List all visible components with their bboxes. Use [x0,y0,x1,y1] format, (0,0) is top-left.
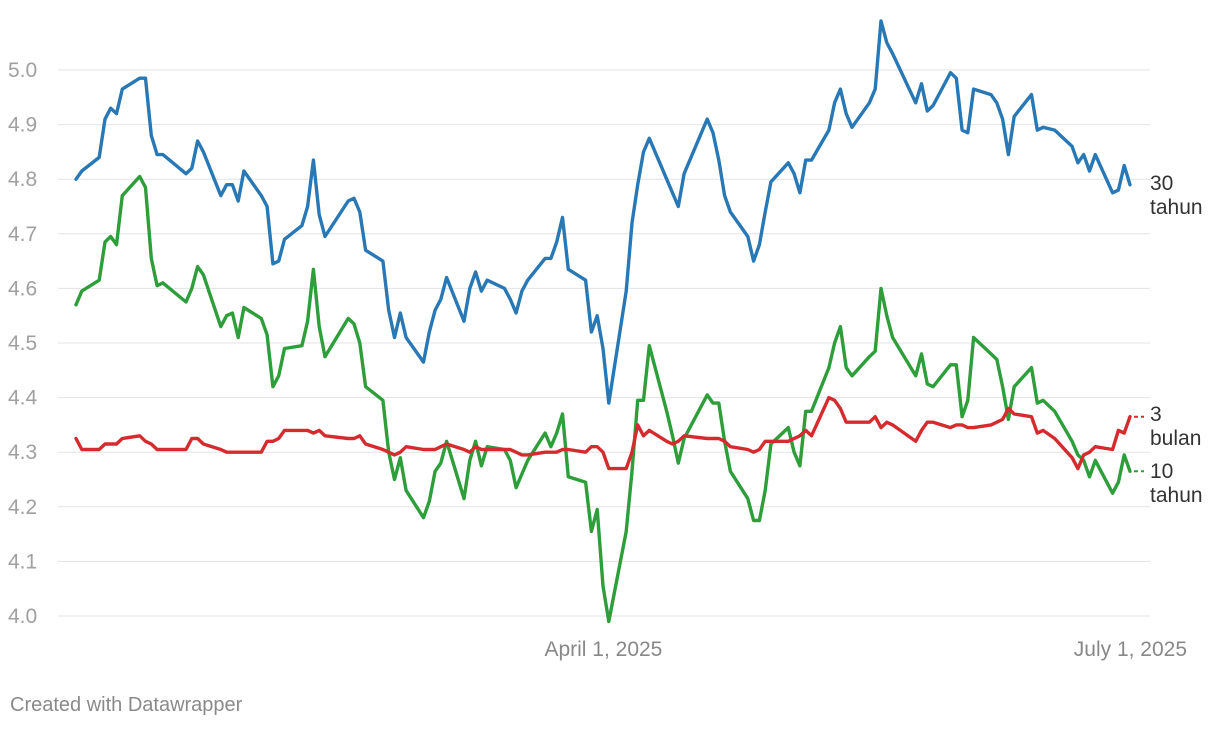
series-line [74,19,1132,405]
x-axis-ticks: April 1, 2025 July 1, 2025 [544,638,1187,661]
series-line [74,395,1132,471]
y-tick-label: 4.5 [8,332,37,355]
y-tick-label: 4.2 [8,496,37,519]
y-tick-label: 4.3 [8,441,37,464]
y-tick-label: 5.0 [8,59,37,82]
x-tick-label: April 1, 2025 [544,638,662,661]
series-label-line: tahun [1150,484,1203,507]
y-tick-label: 4.6 [8,277,37,300]
series-label-line: tahun [1150,196,1203,219]
series-label-line: bulan [1150,427,1201,450]
y-tick-label: 4.4 [8,387,38,410]
series-line [74,174,1132,624]
y-tick-label: 4.0 [8,605,37,628]
series-label: 3 bulan [1150,403,1201,450]
series-label-line: 3 [1150,403,1162,426]
y-tick-label: 4.9 [8,114,37,137]
series-label: 10 tahun [1150,460,1203,507]
y-tick-label: 4.1 [8,550,37,573]
series-lines [74,19,1132,624]
series-label: 30 tahun [1150,172,1203,219]
y-axis-ticks: 4.0 4.1 4.2 4.3 4.4 4.5 4.6 4.7 4.8 4.9 5.0 [8,59,38,628]
datawrapper-credit: Created with Datawrapper [10,694,243,716]
series-label-line: 30 [1150,172,1173,195]
y-tick-label: 4.7 [8,223,37,246]
x-tick-label: July 1, 2025 [1074,638,1187,661]
series-label-line: 10 [1150,460,1173,483]
y-tick-label: 4.8 [8,168,37,191]
grid-lines [58,69,1150,617]
